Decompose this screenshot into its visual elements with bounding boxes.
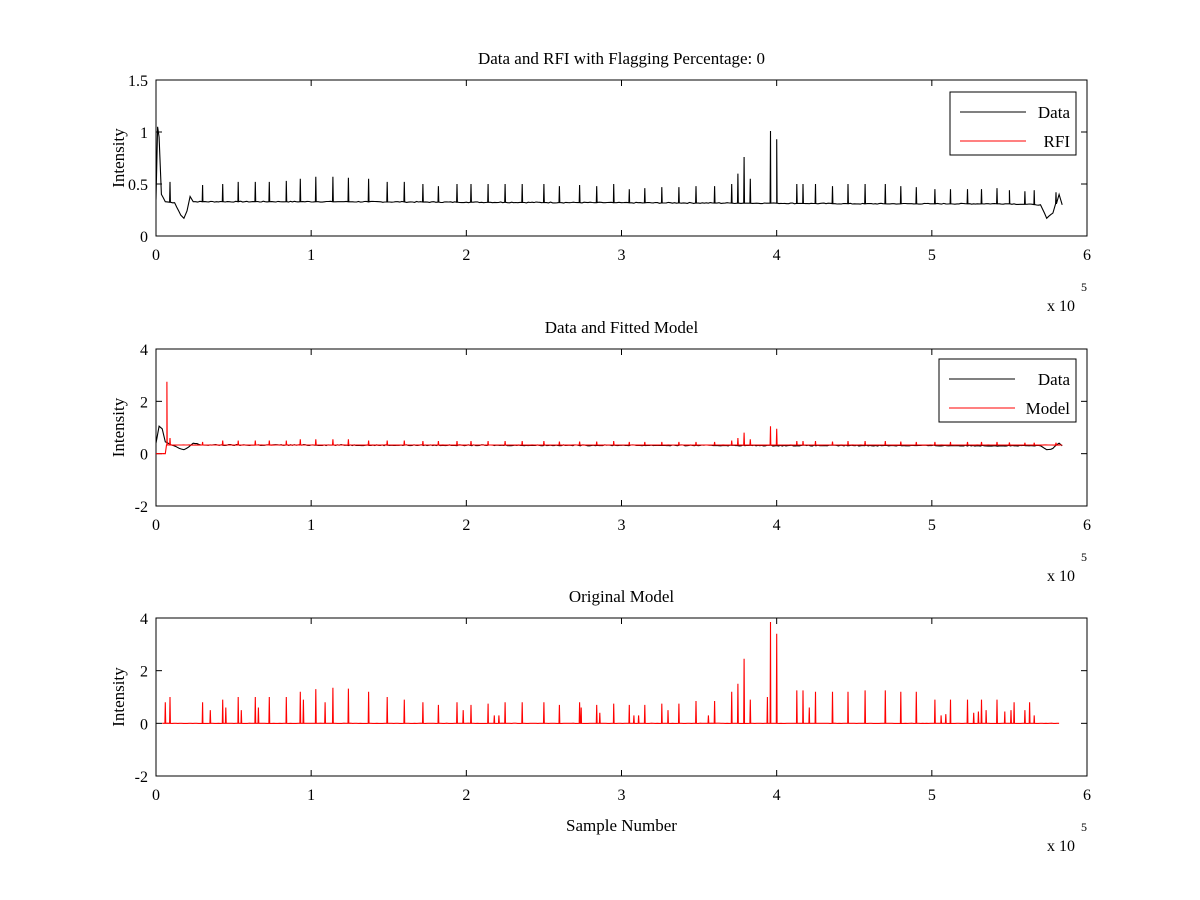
- legend-label: Data: [1038, 370, 1071, 389]
- plot-area: [156, 126, 1063, 220]
- y-tick-label: 0.5: [128, 177, 148, 194]
- x-tick-label: 5: [928, 247, 936, 264]
- x-tick-label: 5: [928, 517, 936, 534]
- plot-title: Data and Fitted Model: [545, 318, 699, 337]
- y-tick-label: -2: [135, 499, 148, 516]
- x-multiplier-base: x 10: [1047, 568, 1075, 585]
- plot-area: [156, 381, 1063, 455]
- axes-box: [155, 348, 1088, 507]
- x-multiplier-exponent: 5: [1081, 550, 1087, 564]
- y-axis-label: Intensity: [109, 667, 128, 727]
- series-line-model: [162, 621, 1060, 724]
- series-line-model: [156, 381, 1063, 455]
- y-tick-label: 4: [140, 611, 148, 628]
- y-axis-label: Intensity: [109, 128, 128, 188]
- x-axis-label: Sample Number: [566, 816, 677, 835]
- plot-title: Original Model: [569, 587, 675, 606]
- legend-box: [938, 358, 1077, 423]
- x-tick-label: 0: [152, 787, 160, 804]
- y-tick-label: -2: [135, 769, 148, 786]
- y-tick-label: 0: [140, 447, 148, 464]
- series-line-data: [156, 126, 1063, 220]
- x-tick-label: 4: [773, 787, 781, 804]
- y-axis-label: Intensity: [109, 397, 128, 457]
- x-multiplier-base: x 10: [1047, 838, 1075, 855]
- x-multiplier-exponent: 5: [1081, 280, 1087, 294]
- axes-box: [155, 617, 1088, 777]
- x-tick-label: 2: [462, 517, 470, 534]
- legend: Data RFI: [949, 91, 1077, 156]
- x-tick-label: 1: [307, 247, 315, 264]
- x-tick-label: 4: [773, 247, 781, 264]
- x-tick-label: 0: [152, 247, 160, 264]
- y-tick-label: 2: [140, 664, 148, 681]
- x-tick-label: 2: [462, 247, 470, 264]
- y-tick-label: 0: [140, 229, 148, 246]
- legend-label: Model: [1026, 399, 1071, 418]
- x-tick-label: 6: [1083, 787, 1091, 804]
- x-tick-label: 5: [928, 787, 936, 804]
- x-tick-label: 4: [773, 517, 781, 534]
- x-tick-label: 2: [462, 787, 470, 804]
- x-tick-label: 3: [618, 517, 626, 534]
- x-tick-label: 1: [307, 787, 315, 804]
- x-tick-label: 6: [1083, 247, 1091, 264]
- y-tick-label: 2: [140, 394, 148, 411]
- plot-title: Data and RFI with Flagging Percentage: 0: [478, 49, 765, 68]
- x-tick-label: 6: [1083, 517, 1091, 534]
- x-multiplier-base: x 10: [1047, 298, 1075, 315]
- y-tick-label: 1: [140, 125, 148, 142]
- x-tick-label: 3: [618, 787, 626, 804]
- subplot-1: Data and RFI with Flagging Percentage: 0…: [109, 49, 1091, 315]
- x-multiplier-exponent: 5: [1081, 820, 1087, 834]
- legend-box: [949, 91, 1077, 156]
- y-tick-label: 4: [140, 342, 148, 359]
- plot-area: [162, 621, 1060, 724]
- y-tick-label: 1.5: [128, 73, 148, 90]
- legend-label: RFI: [1044, 132, 1071, 151]
- legend: Data Model: [938, 358, 1077, 423]
- axes-box: [155, 79, 1088, 237]
- legend-label: Data: [1038, 103, 1071, 122]
- x-tick-label: 1: [307, 517, 315, 534]
- x-tick-label: 0: [152, 517, 160, 534]
- y-tick-label: 0: [140, 716, 148, 733]
- x-tick-label: 3: [618, 247, 626, 264]
